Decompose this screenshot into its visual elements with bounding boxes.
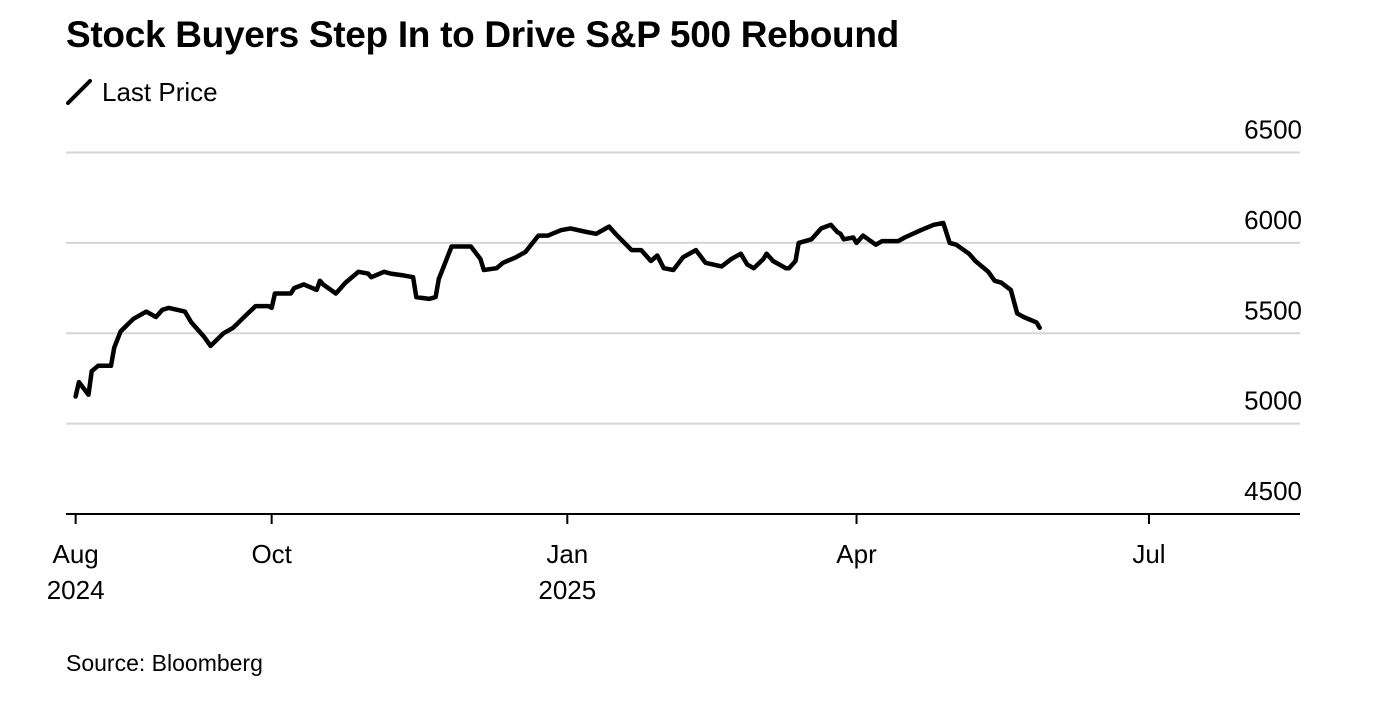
x-tick-year-label: 2025 — [538, 575, 596, 605]
x-tick-label: Oct — [251, 539, 292, 569]
x-tick-label: Aug — [53, 539, 99, 569]
x-tick-label: Apr — [836, 539, 877, 569]
y-tick-label: 6000 — [1244, 205, 1302, 235]
legend: Last Price — [66, 76, 218, 108]
y-tick-label: 4500 — [1244, 476, 1302, 506]
x-tick-label: Jul — [1132, 539, 1165, 569]
series-line-last-price — [73, 220, 1042, 399]
source-note: Source: Bloomberg — [66, 650, 263, 676]
chart-title: Stock Buyers Step In to Drive S&P 500 Re… — [66, 14, 899, 55]
y-tick-label: 5000 — [1244, 386, 1302, 416]
y-tick-label: 5500 — [1244, 295, 1302, 325]
legend-label: Last Price — [102, 76, 218, 107]
line-chart: 4500 5000 5500 6000 6500 Aug 2024 Oct Jan 2025 Apr… — [47, 115, 1302, 606]
x-tick-label: Jan — [546, 539, 588, 569]
legend-line-icon — [66, 79, 92, 105]
y-tick-label: 6500 — [1244, 115, 1302, 145]
x-tick-year-label: 2024 — [47, 575, 105, 605]
